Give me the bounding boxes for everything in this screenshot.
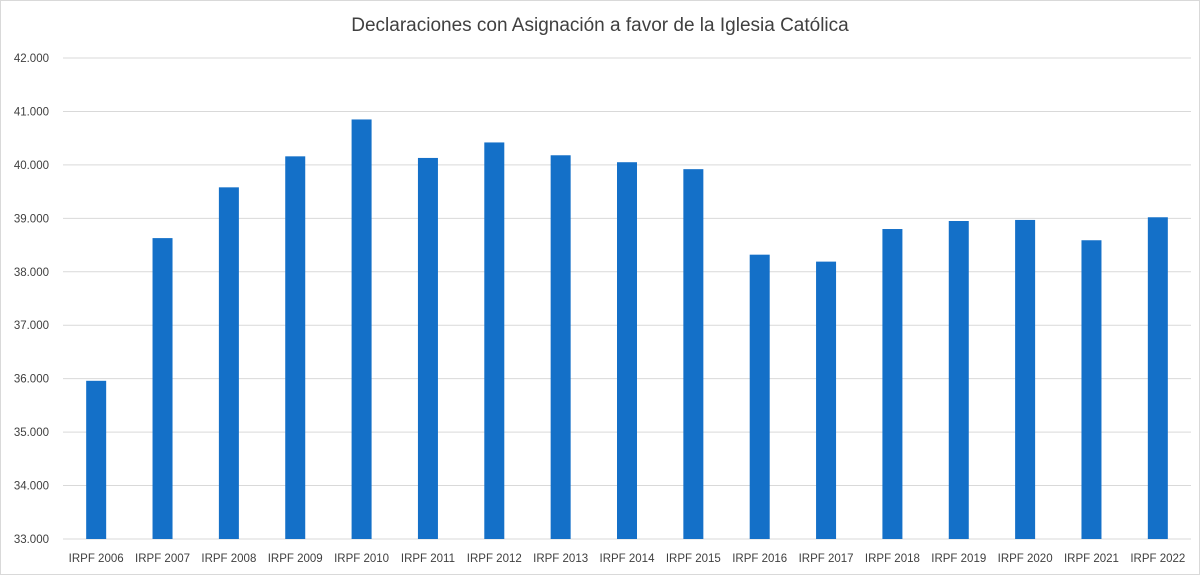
y-tick-label: 36.000 — [14, 374, 49, 386]
x-tick-label: IRPF 2014 — [600, 553, 656, 565]
y-tick-label: 41.000 — [14, 106, 49, 118]
bars — [86, 119, 1168, 540]
bar — [882, 229, 903, 539]
y-tick-label: 40.000 — [14, 160, 49, 172]
x-tick-label: IRPF 2010 — [334, 553, 389, 565]
bar — [749, 254, 770, 540]
y-tick-label: 38.000 — [14, 267, 49, 279]
x-tick-label: IRPF 2007 — [135, 553, 190, 565]
x-axis-tick-labels: IRPF 2006 IRPF 2007 IRPF 2008 IRPF 2009 IRPF… — [69, 553, 1186, 565]
bar — [683, 169, 704, 540]
y-tick-label: 33.000 — [14, 534, 49, 546]
bar — [417, 157, 438, 540]
x-tick-label: IRPF 2009 — [268, 553, 323, 565]
bar — [1015, 219, 1036, 540]
x-tick-label: IRPF 2008 — [201, 553, 256, 565]
x-tick-label: IRPF 2011 — [401, 553, 455, 565]
bar — [351, 119, 372, 539]
y-tick-label: 39.000 — [14, 213, 49, 225]
x-tick-label: IRPF 2021 — [1064, 553, 1119, 565]
bar — [86, 380, 107, 539]
x-tick-label: IRPF 2022 — [1130, 553, 1185, 565]
chart-title: Declaraciones con Asignación a favor de … — [351, 15, 849, 36]
bar — [948, 221, 969, 539]
bar — [1081, 240, 1102, 540]
y-tick-label: 42.000 — [14, 53, 49, 65]
x-tick-label: IRPF 2006 — [69, 553, 124, 565]
x-tick-label: IRPF 2018 — [865, 553, 920, 565]
y-tick-label: 35.000 — [14, 427, 49, 439]
bar — [285, 156, 306, 540]
bar — [816, 261, 837, 539]
x-tick-label: IRPF 2020 — [998, 553, 1053, 565]
bar — [617, 162, 637, 539]
bar — [152, 238, 173, 539]
bar — [218, 187, 239, 539]
x-tick-label: IRPF 2017 — [799, 553, 854, 565]
x-tick-label: IRPF 2013 — [533, 553, 588, 565]
y-axis-tick-labels: 33.000 34.000 35.000 36.000 37.000 38.000 39.0… — [14, 53, 49, 546]
bar — [484, 142, 505, 540]
x-tick-label: IRPF 2012 — [467, 553, 522, 565]
bar — [1147, 217, 1168, 539]
y-tick-label: 37.000 — [14, 320, 49, 332]
x-tick-label: IRPF 2015 — [666, 553, 721, 565]
x-tick-label: IRPF 2019 — [931, 553, 986, 565]
y-tick-label: 34.000 — [14, 481, 49, 493]
x-tick-label: IRPF 2016 — [732, 553, 787, 565]
bar — [550, 155, 571, 539]
